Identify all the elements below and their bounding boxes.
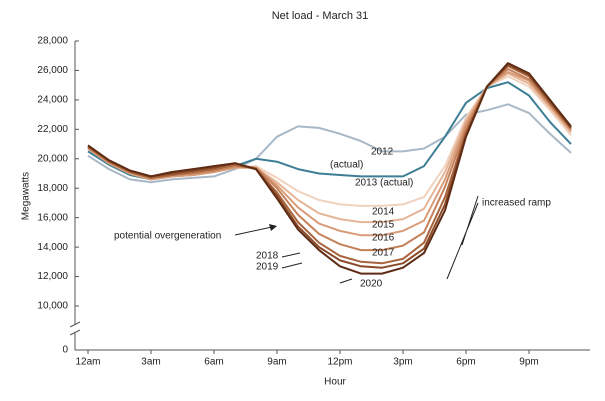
y-tick-label: 0 xyxy=(62,345,68,356)
x-tick-label: 12pm xyxy=(327,357,352,368)
y-tick-label: 16,000 xyxy=(37,212,68,223)
series-label: 2017 xyxy=(372,248,395,259)
y-tick-label: 18,000 xyxy=(37,183,68,194)
y-tick-label: 24,000 xyxy=(37,95,68,106)
y-tick-label: 28,000 xyxy=(37,36,68,47)
series-label: 2020 xyxy=(360,279,383,290)
y-tick-label: 14,000 xyxy=(37,242,68,253)
series-line xyxy=(87,70,572,237)
x-tick-label: 3pm xyxy=(393,357,412,368)
series-label: 2015 xyxy=(372,220,395,231)
arrow xyxy=(234,226,273,236)
y-axis-label: Megawatts xyxy=(21,172,32,220)
annotation: potential overgeneration xyxy=(114,231,221,242)
series-label: 2019 xyxy=(256,262,279,273)
series-line xyxy=(87,62,572,275)
series-label: 2018 xyxy=(256,251,279,262)
x-axis-label: Hour xyxy=(324,377,346,388)
annotation: increased ramp xyxy=(482,198,551,209)
series-label: 2013 (actual) xyxy=(355,178,413,189)
x-tick-label: 9pm xyxy=(519,357,538,368)
axes xyxy=(69,41,590,351)
series-line xyxy=(87,103,572,184)
y-tick-label: 26,000 xyxy=(37,65,68,76)
x-tick-label: 12am xyxy=(75,357,100,368)
ramp-lines xyxy=(446,195,479,280)
y-tick-label: 20,000 xyxy=(37,153,68,164)
axis-lines xyxy=(74,41,590,351)
axis-break xyxy=(69,321,81,336)
y-tick-label: 12,000 xyxy=(37,271,68,282)
x-tick-label: 6pm xyxy=(456,357,475,368)
series-label: 2016 xyxy=(372,233,395,244)
leader-lines xyxy=(281,252,353,284)
arrow-head xyxy=(269,224,277,231)
annotation: (actual) xyxy=(330,160,363,171)
chart-title: Net load - March 31 xyxy=(272,10,369,22)
x-tick-label: 3am xyxy=(141,357,160,368)
y-tick-label: 22,000 xyxy=(37,124,68,135)
series-label: 2014 xyxy=(372,207,395,218)
x-tick-label: 9am xyxy=(267,357,286,368)
y-tick-label: 10,000 xyxy=(37,301,68,312)
annotations: (actual) potential overgeneration increa… xyxy=(114,160,551,284)
series-line xyxy=(87,75,572,207)
x-tick-label: 6am xyxy=(204,357,223,368)
series-label: 2012 xyxy=(371,147,394,158)
